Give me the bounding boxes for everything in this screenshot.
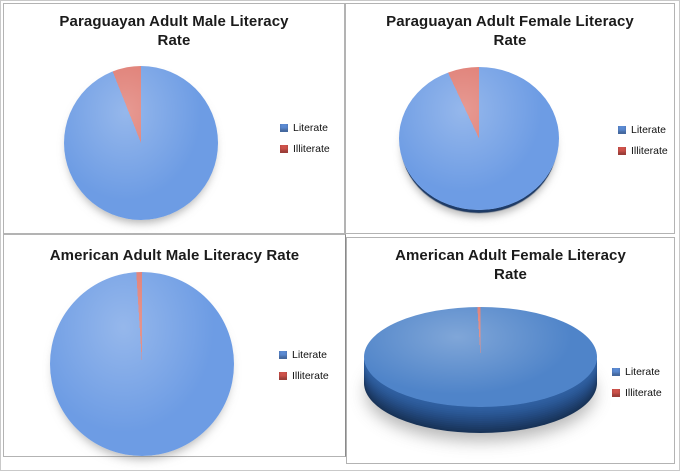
legend-label: Literate: [625, 366, 661, 378]
pie-paraguay-male: [64, 66, 218, 220]
illiterate-swatch: [280, 145, 288, 153]
legend-item-illiterate: Illiterate: [279, 370, 329, 382]
pie-american-female-3d: [364, 307, 597, 407]
legend: Literate Illiterate: [612, 366, 662, 399]
chart-title: Paraguayan Adult Female Literacy Rate: [346, 12, 674, 50]
legend-item-literate: Literate: [612, 366, 662, 378]
pie-american-male: [50, 272, 234, 456]
pie-paraguay-female: [399, 67, 559, 210]
legend-item-literate: Literate: [618, 124, 668, 136]
chart-title-line: American Adult Male Literacy Rate: [49, 247, 300, 264]
illiterate-swatch: [279, 372, 287, 380]
legend-label: Literate: [292, 349, 328, 361]
chart-title: Paraguayan Adult Male Literacy Rate: [4, 12, 344, 50]
chart-title: American Adult Female Literacy Rate: [347, 246, 674, 284]
literate-swatch: [280, 124, 288, 132]
legend-label: Literate: [293, 122, 329, 134]
legend: Literate Illiterate: [279, 349, 329, 382]
legend-label: Illiterate: [631, 145, 668, 157]
legend-label: Illiterate: [625, 387, 662, 399]
legend-item-literate: Literate: [280, 122, 330, 134]
chart-american-female: American Adult Female Literacy Rate Lite…: [346, 237, 675, 464]
chart-title-line: American Adult Female Literacy: [395, 247, 626, 264]
legend: Literate Illiterate: [280, 122, 330, 155]
chart-title: American Adult Male Literacy Rate: [4, 246, 345, 265]
chart-american-male: American Adult Male Literacy Rate Litera…: [3, 234, 346, 457]
legend: Literate Illiterate: [618, 124, 668, 157]
chart-paraguay-male: Paraguayan Adult Male Literacy Rate Lite…: [3, 3, 345, 234]
legend-label: Literate: [631, 124, 667, 136]
legend-label: Illiterate: [293, 143, 330, 155]
chart-title-line: Paraguayan Adult Male Literacy: [59, 13, 289, 30]
legend-label: Illiterate: [292, 370, 329, 382]
literate-swatch: [279, 351, 287, 359]
legend-item-literate: Literate: [279, 349, 329, 361]
chart-paraguay-female: Paraguayan Adult Female Literacy Rate Li…: [345, 3, 675, 234]
illiterate-swatch: [612, 389, 620, 397]
legend-item-illiterate: Illiterate: [618, 145, 668, 157]
literate-swatch: [618, 126, 626, 134]
chart-title-line: Rate: [157, 32, 191, 49]
chart-title-line: Rate: [493, 32, 527, 49]
illiterate-swatch: [618, 147, 626, 155]
legend-item-illiterate: Illiterate: [612, 387, 662, 399]
legend-item-illiterate: Illiterate: [280, 143, 330, 155]
chart-title-line: Rate: [494, 266, 527, 283]
chart-title-line: Paraguayan Adult Female Literacy: [386, 13, 634, 30]
literate-swatch: [612, 368, 620, 376]
